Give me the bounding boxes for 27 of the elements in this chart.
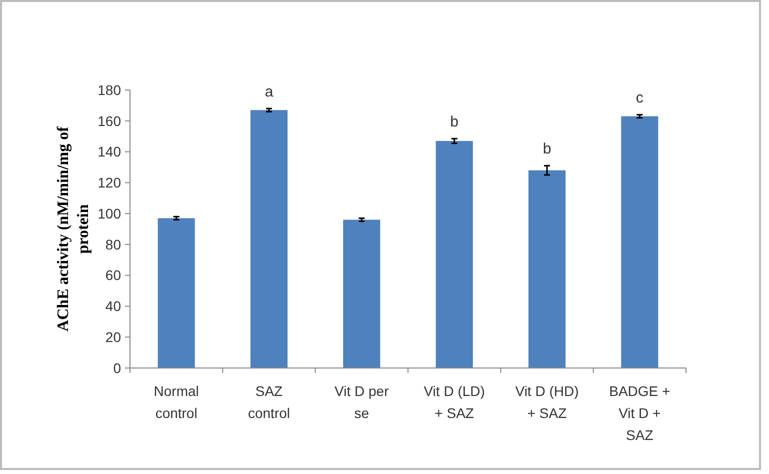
y-tick-label: 160 [98, 112, 122, 129]
x-tick-label: Normal control [154, 383, 199, 421]
y-tick-label: 20 [105, 329, 122, 346]
x-tick-label: Vit D (LD) + SAZ [424, 383, 485, 421]
x-tick-label: Vit D (HD) + SAZ [515, 383, 579, 421]
annotation: b [542, 140, 552, 158]
y-tick-label: 80 [105, 236, 122, 252]
y-tick-label: 40 [105, 298, 122, 314]
y-tick-label: 180 [98, 82, 122, 98]
y-tick-label: 140 [98, 144, 122, 160]
bar [436, 140, 473, 368]
y-tick-label: 60 [105, 267, 122, 284]
annotation: a [264, 84, 274, 101]
x-tick-label: SAZ control [248, 383, 290, 421]
y-axis-title: AChE activity (nM/min/mg of protein [55, 126, 92, 332]
bar [528, 170, 566, 368]
annotation: c [636, 90, 644, 107]
bar [343, 220, 380, 368]
bar [250, 110, 288, 368]
annotation: b [450, 114, 459, 131]
bar [158, 218, 195, 368]
y-tick-label: 0 [113, 360, 122, 376]
bar [621, 116, 658, 368]
x-tick-label: BADGE + Vit D + SAZ [609, 383, 670, 443]
y-tick-label: 120 [98, 174, 122, 191]
y-tick-label: 100 [98, 205, 122, 222]
x-tick-label: Vit D per se [334, 383, 390, 421]
